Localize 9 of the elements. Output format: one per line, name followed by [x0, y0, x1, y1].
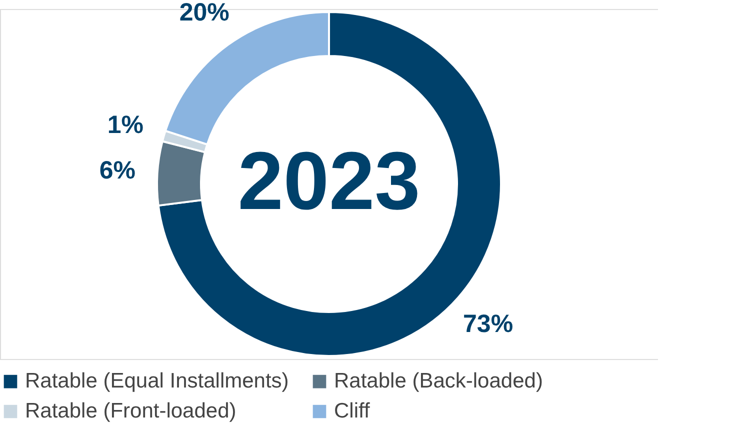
legend-label: Ratable (Front-loaded)	[25, 400, 236, 422]
legend-label: Ratable (Back-loaded)	[334, 370, 543, 393]
data-label: 6%	[99, 156, 136, 185]
data-label: 73%	[463, 310, 514, 338]
data-label: 1%	[107, 110, 144, 139]
data-label: 20%	[179, 0, 230, 26]
legend-label: Ratable (Equal Installments)	[25, 370, 289, 393]
legend-label: Cliff	[334, 400, 370, 422]
text: 2023	[238, 136, 420, 227]
